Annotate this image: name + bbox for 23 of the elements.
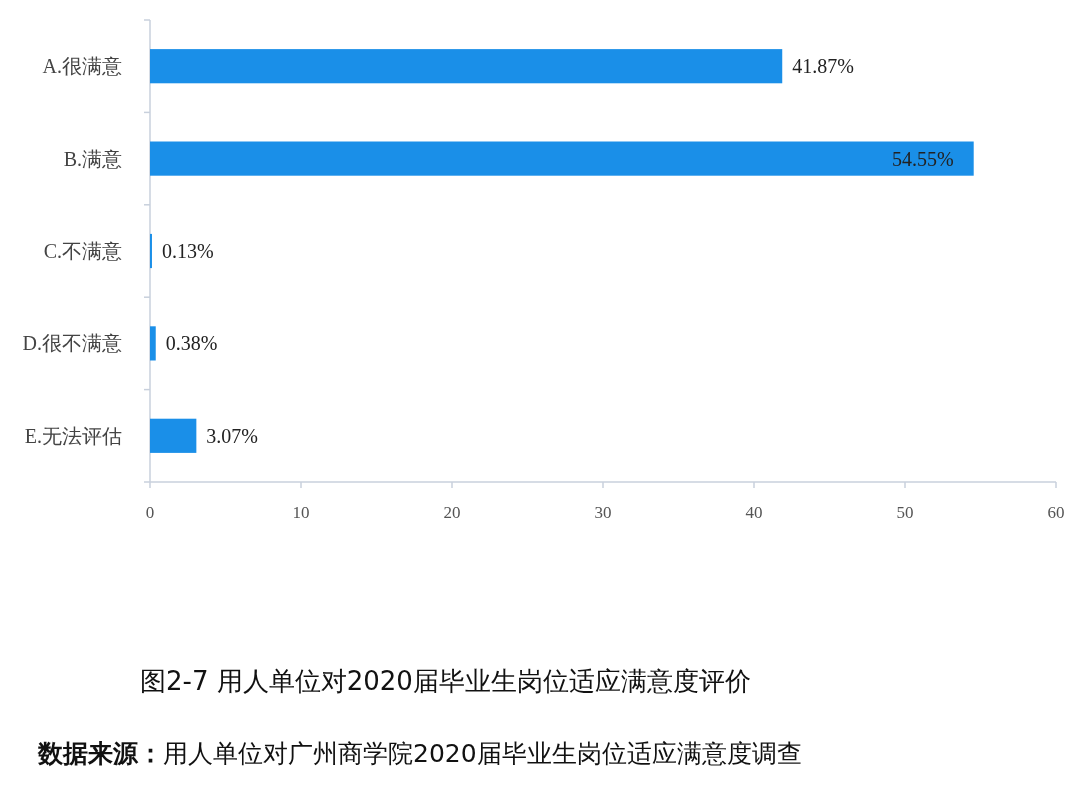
y-tick-label: C.不满意	[43, 240, 122, 262]
x-tick-label: 60	[1047, 503, 1065, 522]
bar	[150, 141, 974, 176]
text: 图2-7 用人单位对2020届毕业生岗位适应满意度评价	[140, 666, 751, 696]
x-tick-label: 0	[145, 503, 155, 522]
data-label: 0.38%	[165, 332, 218, 355]
y-tick-label: E.无法评估	[24, 424, 122, 447]
data-label: 3.07%	[206, 424, 259, 447]
bar	[150, 49, 783, 84]
x-tick-label: 40	[745, 503, 763, 522]
y-tick-label: B.满意	[63, 147, 122, 170]
x-tick-label: 30	[594, 503, 612, 522]
bar	[150, 326, 156, 361]
x-tick-label: 10	[292, 503, 310, 522]
text: 数据来源：用人单位对广州商学院2020届毕业生岗位适应满意度调查	[37, 739, 802, 768]
y-tick-label: D.很不满意	[22, 332, 122, 355]
data-label: 0.13%	[161, 240, 214, 262]
data-label: 54.55%	[892, 147, 954, 170]
data-label: 41.87%	[792, 55, 854, 78]
y-tick-label: A.很满意	[42, 55, 122, 78]
x-tick-label: 20	[443, 503, 461, 522]
x-tick-label: 50	[896, 503, 914, 522]
bar	[150, 418, 197, 453]
